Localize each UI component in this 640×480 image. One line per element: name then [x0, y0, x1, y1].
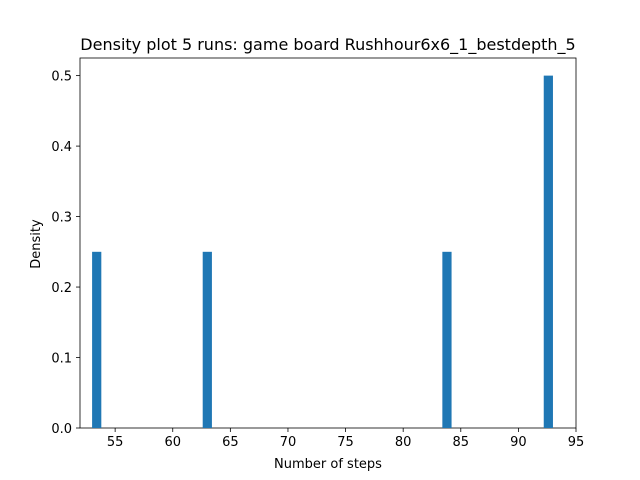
x-tick-label-3: 70	[280, 435, 297, 450]
y-tick-label-0: 0.0	[51, 422, 72, 437]
x-tick-label-2: 65	[222, 435, 239, 450]
bar-1	[202, 251, 212, 428]
y-tick-label-3: 0.3	[51, 211, 72, 226]
x-tick-label-1: 60	[164, 435, 181, 450]
bar-0	[92, 251, 102, 428]
y-axis-label: Density	[29, 219, 44, 269]
y-tick-label-4: 0.4	[51, 140, 72, 155]
bar-2	[442, 251, 452, 428]
x-tick-label-6: 85	[453, 435, 470, 450]
y-tick-label-2: 0.2	[51, 281, 72, 296]
x-tick-label-7: 90	[510, 435, 527, 450]
y-tick-label-1: 0.1	[51, 352, 72, 367]
x-tick-label-0: 55	[107, 435, 124, 450]
x-tick-label-4: 75	[337, 435, 354, 450]
x-tick-label-5: 80	[395, 435, 412, 450]
chart-title: Density plot 5 runs: game board Rushhour…	[80, 35, 575, 55]
y-tick-label-5: 0.5	[51, 70, 72, 85]
x-axis-label: Number of steps	[274, 457, 382, 472]
bar-3	[543, 75, 553, 428]
plot-area	[79, 57, 577, 429]
y-axis: 0.0 0.1 0.2 0.3 0.4 0.5	[51, 70, 80, 437]
bars	[92, 75, 553, 428]
x-tick-label-8: 95	[568, 435, 585, 450]
plot-frame	[79, 57, 577, 429]
x-axis: 55 60 65 70 75 80 85 90 95	[107, 428, 584, 450]
